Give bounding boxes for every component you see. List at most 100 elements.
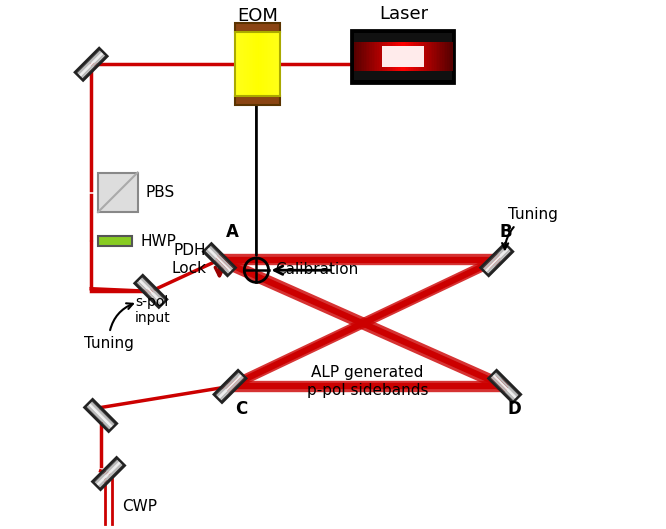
Bar [98,172,138,212]
Text: C: C [235,399,248,417]
Bar [94,459,120,485]
Bar [376,42,378,71]
Bar [388,42,391,71]
Bar [352,30,454,83]
Bar [382,42,384,71]
Bar [238,32,240,96]
Bar [218,375,244,401]
Bar [492,373,517,399]
Bar [416,42,419,71]
Bar [486,248,511,274]
Bar [88,403,114,428]
Bar [403,42,406,71]
Bar [395,42,398,71]
Bar [408,42,410,71]
Bar [418,42,420,71]
Bar [384,42,386,71]
Bar [266,32,269,96]
Bar [372,42,375,71]
Bar [393,42,396,71]
Bar [488,370,521,403]
Bar [424,42,427,71]
Bar [220,377,246,403]
Bar [426,42,428,71]
Bar [377,42,380,71]
Bar [235,32,237,96]
Bar [235,23,280,32]
Bar [246,32,248,96]
Bar [272,32,275,96]
Bar [135,281,161,307]
Bar [440,42,443,71]
Bar [244,32,246,96]
Bar [490,375,516,401]
Bar [78,51,104,77]
Text: A: A [226,223,238,241]
Bar [436,42,438,71]
Bar [278,32,280,96]
Bar [210,243,236,269]
Bar [256,32,258,96]
Bar [413,42,416,71]
Bar [432,42,435,71]
Bar [366,42,368,71]
Bar [214,370,240,396]
Bar [139,277,165,303]
Bar [235,96,280,105]
Bar [235,32,280,96]
Bar [268,32,270,96]
Bar [364,42,366,71]
Bar [80,53,106,79]
Bar [99,464,125,490]
Bar [495,370,521,396]
Bar [135,275,167,307]
Bar [400,42,402,71]
Text: PBS: PBS [146,185,174,200]
Bar [141,275,167,301]
Bar [367,42,370,71]
Bar [250,32,252,96]
Bar [259,32,261,96]
Bar [249,32,251,96]
Bar [402,42,404,71]
Bar [262,32,264,96]
Bar [356,42,358,71]
Bar [255,32,257,96]
Bar [447,42,450,71]
Bar [406,42,409,71]
Text: B: B [500,223,512,241]
Bar [360,42,364,71]
Bar [276,32,278,96]
Bar [265,32,267,96]
Bar [444,42,446,71]
Text: Tuning: Tuning [84,303,133,351]
Bar [98,236,133,247]
Text: HWP: HWP [141,234,176,249]
Bar [369,42,372,71]
Bar [247,32,249,96]
Bar [494,372,519,398]
Bar [410,42,412,71]
Text: ALP generated
p-pol sidebands: ALP generated p-pol sidebands [306,366,428,398]
Text: PDH
Lock: PDH Lock [172,243,207,276]
Bar [411,42,414,71]
Bar [240,32,242,96]
Bar [484,247,509,272]
Bar [420,42,422,71]
Bar [138,278,164,304]
Bar [431,42,434,71]
Bar [214,370,246,403]
Bar [237,32,239,96]
Bar [264,32,266,96]
Bar [390,42,393,71]
Text: Tuning: Tuning [502,207,557,249]
Bar [243,32,245,96]
Bar [274,32,276,96]
Bar [382,46,424,67]
Bar [270,32,272,96]
Bar [77,50,103,76]
Bar [387,42,390,71]
Bar [362,42,365,71]
Bar [449,42,452,71]
Bar [91,399,117,425]
